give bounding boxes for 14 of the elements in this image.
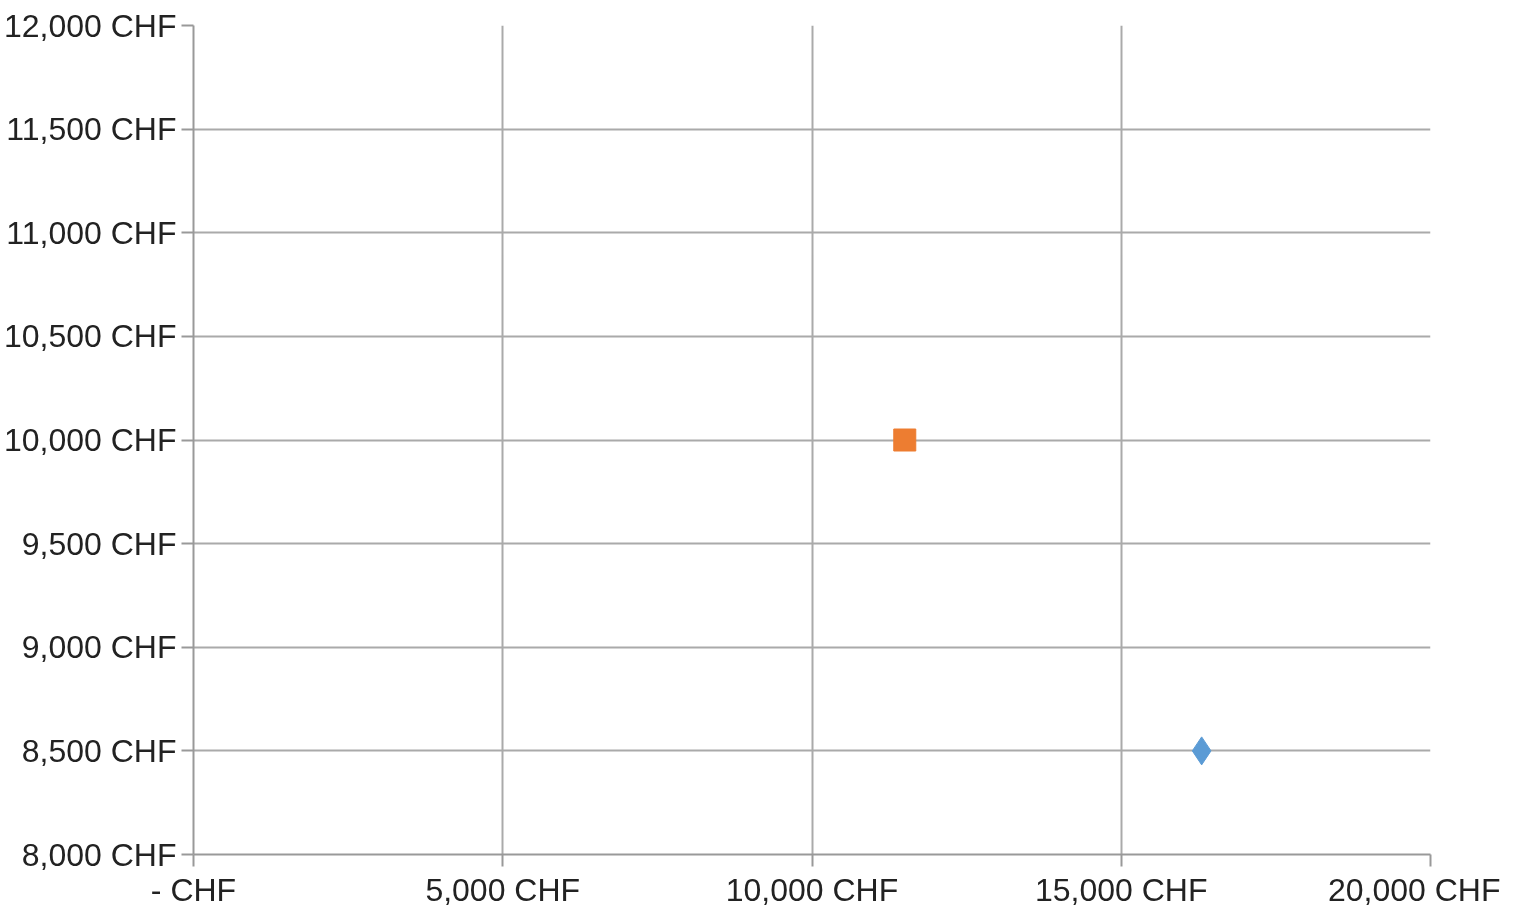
y-tick-label: 9,500 CHF <box>21 525 177 562</box>
y-tick-label: 12,000 CHF <box>3 7 177 44</box>
x-tick-label: - CHF <box>150 871 237 908</box>
y-tick-label: 8,000 CHF <box>21 836 177 873</box>
y-tick-label: 8,500 CHF <box>21 732 177 769</box>
x-tick-label: 15,000 CHF <box>1034 871 1208 908</box>
y-tick-label: 11,500 CHF <box>6 111 177 148</box>
y-tick-label: 10,500 CHF <box>3 318 177 355</box>
y-tick-label: 10,000 CHF <box>3 422 177 458</box>
x-tick-label: 20,000 CHF <box>1327 871 1501 908</box>
y-tick-label: 9,000 CHF <box>21 629 177 666</box>
y-tick-label: 11,000 CHF <box>6 214 177 251</box>
x-tick-label: 5,000 CHF <box>425 871 581 908</box>
x-tick-label: 10,000 CHF <box>725 871 899 908</box>
